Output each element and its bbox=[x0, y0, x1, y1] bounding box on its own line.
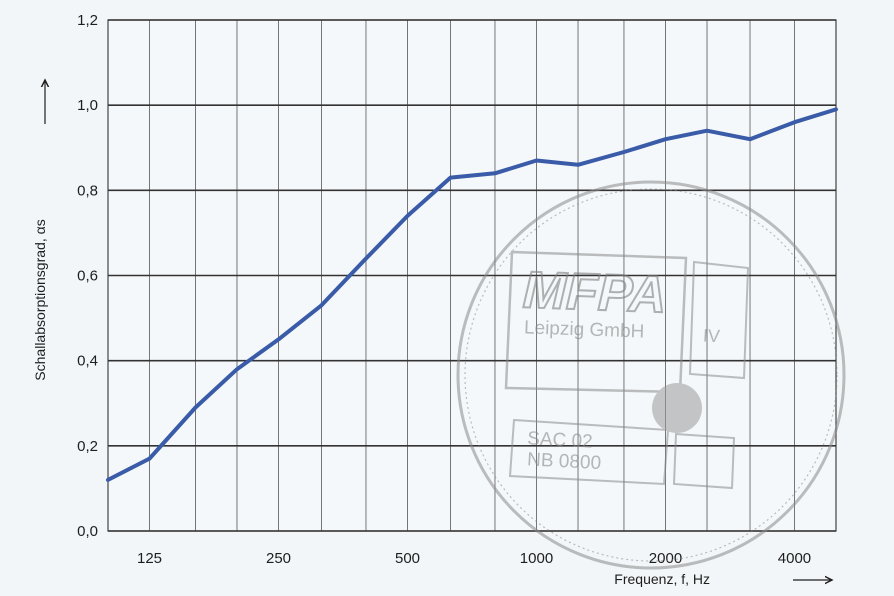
y-tick-label: 1,2 bbox=[77, 12, 98, 29]
stamp-side-box bbox=[672, 432, 736, 490]
series-line bbox=[106, 107, 838, 482]
y-axis-title: Schallabsorptionsgrad, αs bbox=[32, 219, 48, 380]
x-tick-label: 250 bbox=[266, 550, 291, 567]
y-tick-label: 0,2 bbox=[77, 438, 98, 455]
x-tick-label: 4000 bbox=[778, 550, 811, 567]
stamp-watermark bbox=[456, 180, 846, 570]
y-tick-label: 1,0 bbox=[77, 97, 98, 114]
x-axis-title: Frequenz, f, Hz bbox=[614, 571, 710, 587]
stamp-org-text: Leipzig GmbH bbox=[524, 317, 645, 342]
stamp-inner-ring bbox=[464, 188, 838, 562]
stamp-line2-text: NB 0800 bbox=[527, 449, 602, 474]
stamp-number-box bbox=[508, 418, 670, 486]
y-tick-label: 0,4 bbox=[77, 353, 98, 370]
y-tick-labels: 0,0 0,2 0,4 0,6 0,8 1,0 1,2 bbox=[77, 12, 98, 540]
x-tick-label: 125 bbox=[137, 550, 162, 567]
stamp-outer-ring bbox=[456, 180, 846, 570]
y-tick-label: 0,0 bbox=[77, 523, 98, 540]
stamp-line1-text: SAC 02 bbox=[527, 428, 593, 452]
stamp-logo-text: MFPA bbox=[522, 261, 667, 324]
y-tick-label: 0,8 bbox=[77, 182, 98, 199]
x-tick-label: 1000 bbox=[520, 550, 553, 567]
x-tick-labels: 125 250 500 1000 2000 4000 bbox=[137, 550, 811, 567]
stamp-seal-dot bbox=[652, 383, 702, 433]
y-tick-label: 0,6 bbox=[77, 268, 98, 285]
x-tick-label: 2000 bbox=[649, 550, 682, 567]
stamp-roman-box bbox=[688, 260, 750, 380]
stamp-texts: MFPA Leipzig GmbH IV SAC 02 NB 0800 bbox=[521, 260, 721, 474]
x-tick-label: 500 bbox=[395, 550, 420, 567]
stamp-roman-text: IV bbox=[702, 325, 720, 346]
